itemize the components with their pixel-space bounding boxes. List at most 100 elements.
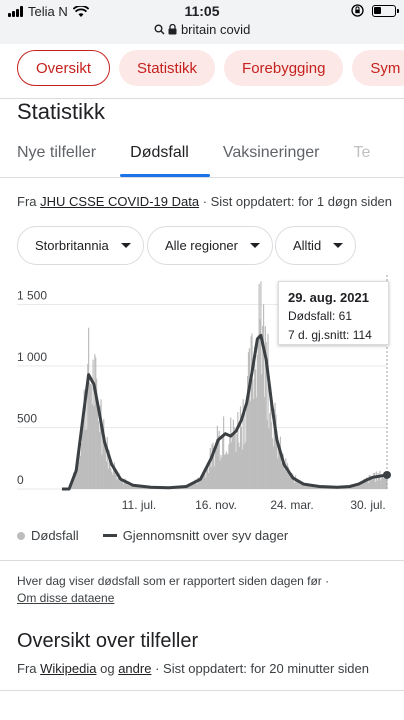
deaths-bar: [376, 480, 378, 489]
deaths-bar: [314, 486, 316, 489]
deaths-bar: [385, 472, 387, 489]
deaths-bar: [230, 417, 232, 489]
deaths-bar: [288, 474, 290, 489]
deaths-chart[interactable]: 0 500 1 000 1 500 11. jul. 16. nov. 24. mar. 3…: [0, 275, 404, 520]
deaths-bar: [96, 399, 99, 489]
chip-symptomer[interactable]: Sym: [352, 50, 404, 86]
deaths-bar: [364, 478, 366, 489]
overview-title: Oversikt over tilfeller: [17, 630, 199, 652]
deaths-bar: [295, 480, 298, 489]
legend-deaths: Dødsfall: [31, 528, 79, 543]
deaths-bar: [223, 416, 225, 489]
seven-day-average-line: [62, 333, 388, 491]
region-dropdown[interactable]: Storbritannia: [17, 226, 144, 265]
hover-dot: [383, 470, 391, 479]
period-dropdown[interactable]: Alltid: [275, 226, 357, 265]
deaths-bar: [227, 454, 229, 489]
deaths-bar: [379, 470, 381, 489]
deaths-bar: [104, 441, 107, 489]
deaths-bar: [208, 463, 211, 489]
others-link[interactable]: andre: [118, 661, 152, 676]
deaths-bar: [375, 471, 377, 489]
tab-dodsfall[interactable]: Dødsfall: [130, 144, 189, 161]
deaths-bar: [199, 479, 201, 489]
deaths-bar: [236, 433, 238, 489]
chip-forebygging[interactable]: Forebygging: [224, 50, 344, 86]
status-icons: [351, 4, 399, 17]
deaths-bar: [247, 352, 250, 489]
deaths-bar: [365, 479, 367, 489]
deaths-bar: [366, 477, 369, 489]
deaths-bar: [74, 470, 76, 489]
deaths-bar: [196, 484, 198, 489]
deaths-bar: [268, 428, 270, 489]
deaths-bar: [274, 402, 276, 489]
tab-vaksineringer[interactable]: Vaksineringer: [222, 144, 320, 161]
deaths-bar: [106, 436, 108, 489]
period-value: Alltid: [293, 238, 322, 253]
tab-nye-tilfeller[interactable]: Nye tilfeller: [17, 144, 97, 161]
chart-legend: Dødsfall Gjennomsnitt over syv dager: [17, 528, 288, 543]
deaths-bar: [310, 486, 312, 489]
deaths-bar: [271, 438, 274, 489]
deaths-bar: [378, 476, 380, 489]
deaths-bar: [197, 477, 199, 489]
deaths-bar: [229, 437, 231, 489]
deaths-bar: [282, 453, 284, 489]
deaths-bar: [382, 478, 385, 489]
deaths-bar: [372, 477, 374, 489]
deaths-bar: [299, 484, 301, 489]
wikipedia-link[interactable]: Wikipedia: [40, 661, 97, 676]
deaths-bar: [96, 378, 98, 489]
deaths-bar: [129, 486, 131, 489]
address-bar[interactable]: britain covid: [0, 22, 404, 37]
tab-tester[interactable]: Te: [353, 144, 371, 161]
deaths-bar: [267, 334, 269, 489]
deaths-bar: [245, 441, 247, 489]
deaths-bar: [277, 458, 279, 489]
deaths-bar: [225, 451, 227, 489]
y-tick-label: 1 000: [17, 350, 47, 364]
deaths-bar: [211, 444, 213, 489]
y-tick-label: 500: [17, 412, 37, 426]
divider: [0, 690, 404, 691]
deaths-bar: [90, 384, 92, 489]
deaths-bar: [146, 487, 148, 489]
deaths-bar: [369, 475, 371, 489]
deaths-bar: [297, 482, 299, 489]
subregion-dropdown[interactable]: Alle regioner: [147, 226, 273, 265]
deaths-bar: [383, 472, 385, 489]
deaths-bar: [324, 487, 326, 489]
deaths-bar: [246, 408, 248, 489]
deaths-bar: [79, 449, 81, 489]
deaths-bar: [113, 462, 115, 489]
deaths-bar: [373, 472, 376, 489]
deaths-bar: [209, 447, 211, 489]
about-data-link[interactable]: Om disse dataene: [17, 591, 115, 605]
status-bar: Telia N 11:05 britain covid: [0, 0, 404, 44]
chip-statistikk[interactable]: Statistikk: [119, 50, 216, 86]
deaths-bar: [234, 434, 236, 489]
deaths-bar: [201, 478, 203, 489]
deaths-bar: [307, 485, 309, 489]
deaths-bar: [235, 451, 237, 489]
deaths-bar: [80, 443, 83, 489]
deaths-bar: [252, 379, 254, 489]
deaths-bar: [78, 462, 80, 489]
deaths-bar: [266, 419, 268, 489]
deaths-bar: [191, 482, 194, 489]
legend-average: Gjennomsnitt over syv dager: [122, 528, 289, 543]
deaths-bar: [231, 436, 234, 489]
deaths-bar: [91, 404, 93, 489]
deaths-bar: [257, 335, 259, 489]
deaths-bar: [286, 463, 289, 489]
deaths-bar: [285, 458, 287, 489]
data-note: Hver dag viser dødsfall som er rapporter…: [17, 573, 387, 607]
deaths-bar: [374, 481, 377, 489]
deaths-bar: [260, 281, 262, 489]
deaths-bar: [305, 486, 307, 489]
source-link[interactable]: JHU CSSE COVID-19 Data: [40, 194, 200, 209]
deaths-bar: [119, 481, 121, 489]
chip-oversikt[interactable]: Oversikt: [17, 50, 111, 86]
deaths-bar: [251, 333, 253, 489]
